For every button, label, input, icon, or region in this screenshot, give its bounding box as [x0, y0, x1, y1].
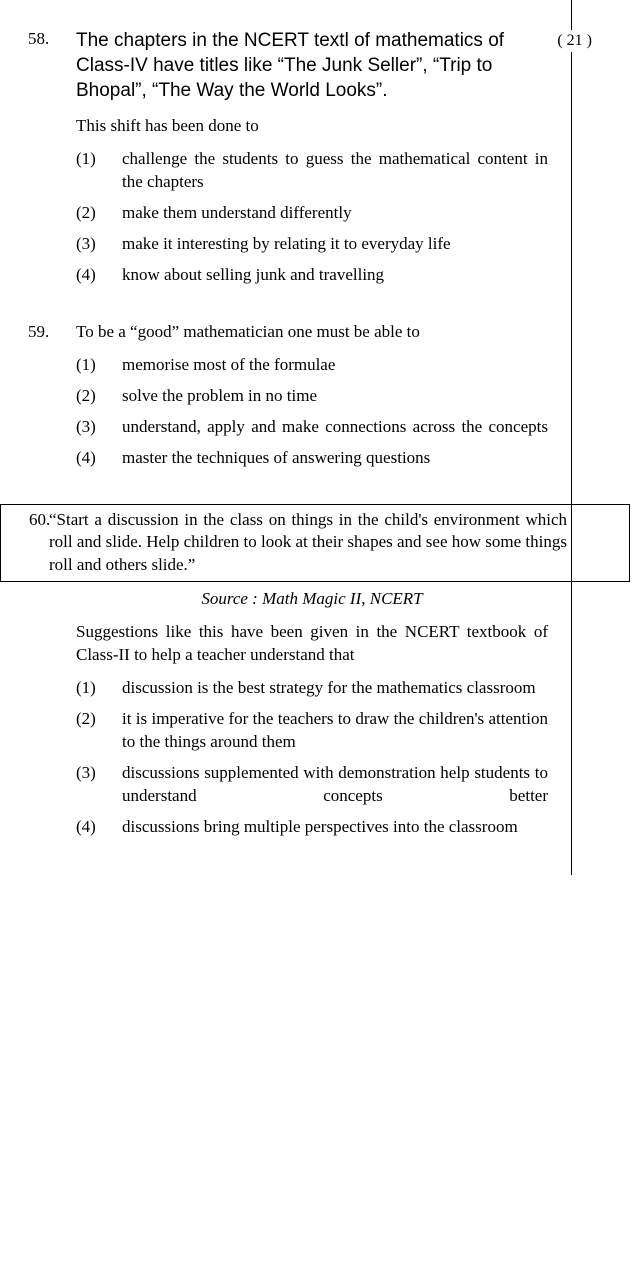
option-item: (2) solve the problem in no time — [76, 385, 548, 408]
option-text: know about selling junk and travelling — [122, 264, 548, 287]
option-number: (3) — [76, 762, 122, 808]
question-stem: This shift has been done to — [76, 115, 548, 138]
option-item: (4) discussions bring multiple perspecti… — [76, 816, 548, 839]
option-text: memorise most of the formulae — [122, 354, 548, 377]
question-body: The chapters in the NCERT textl of mathe… — [76, 28, 614, 295]
option-text: it is imperative for the teachers to dra… — [122, 708, 548, 754]
options-list: (1) memorise most of the formulae (2) so… — [76, 354, 548, 470]
option-text: discussion is the best strategy for the … — [122, 677, 548, 700]
option-item: (4) master the techniques of answering q… — [76, 447, 548, 470]
option-number: (4) — [76, 447, 122, 470]
question-number: 59. — [28, 321, 76, 478]
option-number: (1) — [76, 354, 122, 377]
option-item: (2) it is imperative for the teachers to… — [76, 708, 548, 754]
question-block: 58. The chapters in the NCERT textl of m… — [28, 28, 614, 295]
option-number: (1) — [76, 677, 122, 700]
question-stem: Suggestions like this have been given in… — [76, 621, 548, 667]
question-source: Source : Math Magic II, NCERT — [76, 588, 548, 611]
option-text: make them understand differently — [122, 202, 548, 225]
option-text: discussions supplemented with demonstrat… — [122, 762, 548, 808]
option-number: (3) — [76, 233, 122, 256]
options-list: (1) discussion is the best strategy for … — [76, 677, 548, 839]
option-text: master the techniques of answering quest… — [122, 447, 548, 470]
option-text: make it interesting by relating it to ev… — [122, 233, 548, 256]
option-number: (2) — [76, 385, 122, 408]
question-body: Source : Math Magic II, NCERT Suggestion… — [76, 582, 614, 846]
option-item: (2) make them understand differently — [76, 202, 548, 225]
option-item: (3) discussions supplemented with demons… — [76, 762, 548, 808]
question-quote: “Start a discussion in the class on thin… — [49, 509, 629, 578]
option-number: (4) — [76, 264, 122, 287]
question-number: 58. — [28, 28, 76, 295]
option-item: (4) know about selling junk and travelli… — [76, 264, 548, 287]
option-item: (1) discussion is the best strategy for … — [76, 677, 548, 700]
option-item: (3) make it interesting by relating it t… — [76, 233, 548, 256]
boxed-quote: 60. “Start a discussion in the class on … — [0, 504, 630, 583]
vertical-divider — [571, 0, 572, 875]
spacer — [28, 582, 76, 846]
option-number: (1) — [76, 148, 122, 194]
page-number: ( 21 ) — [553, 30, 596, 52]
option-number: (2) — [76, 202, 122, 225]
option-number: (3) — [76, 416, 122, 439]
question-title: The chapters in the NCERT textl of mathe… — [76, 28, 548, 103]
options-list: (1) challenge the students to guess the … — [76, 148, 548, 287]
question-block: 59. To be a “good” mathematician one mus… — [28, 321, 614, 478]
question-block: 60. “Start a discussion in the class on … — [28, 504, 614, 847]
question-number: 60. — [1, 509, 49, 578]
question-body: To be a “good” mathematician one must be… — [76, 321, 614, 478]
option-text: challenge the students to guess the math… — [122, 148, 548, 194]
option-text: understand, apply and make connections a… — [122, 416, 548, 439]
option-item: (1) memorise most of the formulae — [76, 354, 548, 377]
question-stem: To be a “good” mathematician one must be… — [76, 321, 548, 344]
option-text: discussions bring multiple perspectives … — [122, 816, 548, 839]
option-item: (1) challenge the students to guess the … — [76, 148, 548, 194]
option-number: (2) — [76, 708, 122, 754]
option-number: (4) — [76, 816, 122, 839]
option-text: solve the problem in no time — [122, 385, 548, 408]
option-item: (3) understand, apply and make connectio… — [76, 416, 548, 439]
